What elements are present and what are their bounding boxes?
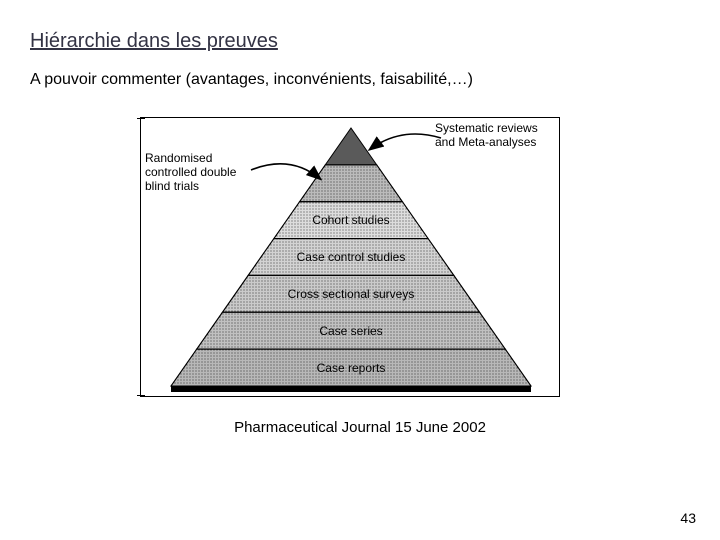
figure-source: Pharmaceutical Journal 15 June 2002 (140, 419, 580, 436)
evidence-pyramid-figure: Randomisedcontrolled doubleblind trials … (140, 117, 580, 436)
pyramid-level-case-reports (171, 349, 531, 386)
pyramid-level-case-control-studies (248, 239, 454, 276)
figure-frame: Randomisedcontrolled doubleblind trials … (140, 117, 560, 397)
pyramid-level-cross-sectional-surveys (222, 275, 479, 312)
pyramid-level-case-series (197, 312, 506, 349)
page-title: Hiérarchie dans les preuves (30, 30, 690, 53)
callout-right-systematic-reviews: Systematic reviewsand Meta-analyses (435, 122, 555, 150)
page-subtitle: A pouvoir commenter (avantages, inconvén… (30, 71, 690, 89)
pyramid-level-cohort-studies (274, 202, 428, 239)
callout-left-rct: Randomisedcontrolled doubleblind trials (145, 152, 255, 193)
pyramid-level-0 (325, 128, 376, 165)
callout-arrow (251, 164, 321, 180)
callout-arrow (369, 134, 441, 150)
pyramid-level-rct (300, 165, 403, 202)
page-number: 43 (680, 510, 696, 526)
